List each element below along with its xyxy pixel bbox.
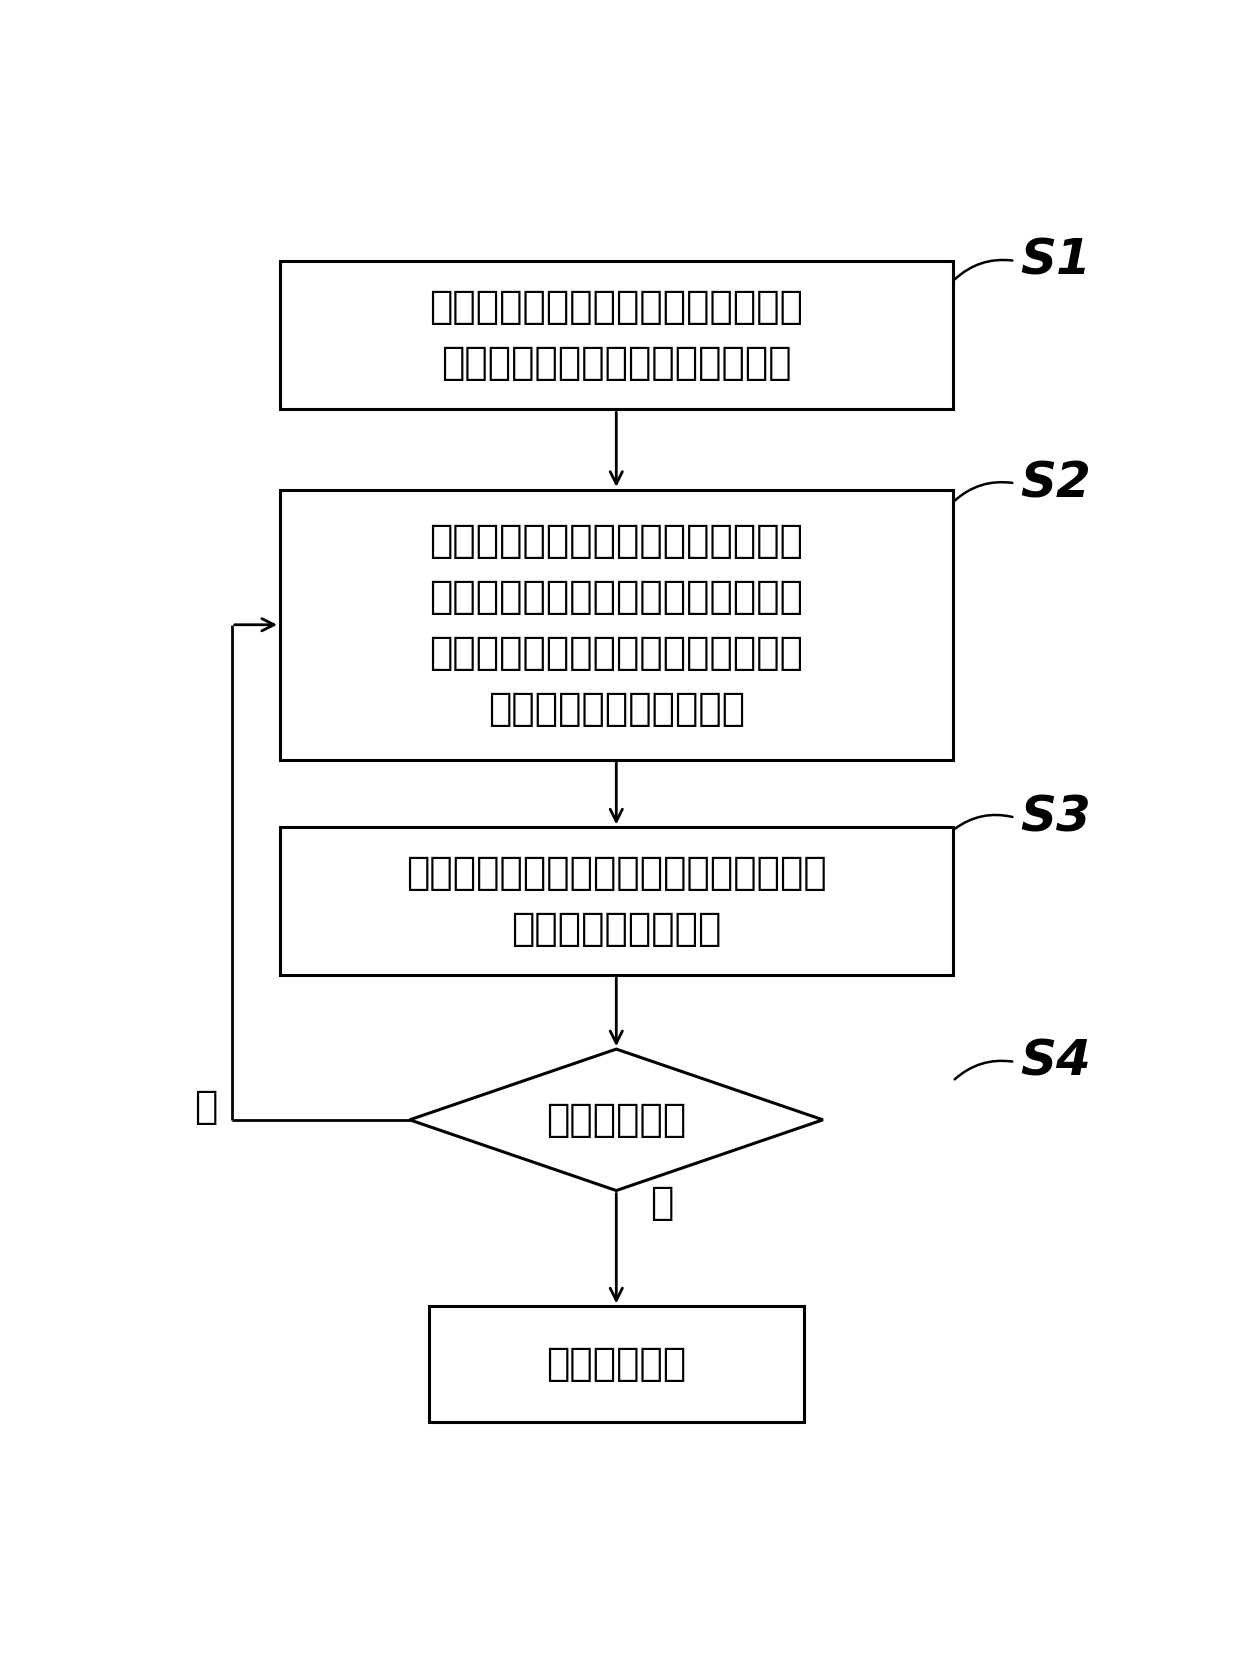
FancyBboxPatch shape	[280, 489, 952, 760]
Text: 浇筑本层大体积混凝土，预埋上一层的竖
井的内模定位加固件: 浇筑本层大体积混凝土，预埋上一层的竖 井的内模定位加固件	[405, 855, 827, 949]
FancyBboxPatch shape	[280, 827, 952, 975]
FancyBboxPatch shape	[429, 1306, 804, 1423]
Text: 否: 否	[195, 1087, 217, 1126]
Text: 在下一层大体积混凝土浇筑时，确定
竖井位置，并预埋内模定位加固件: 在下一层大体积混凝土浇筑时，确定 竖井位置，并预埋内模定位加固件	[429, 289, 804, 382]
Text: 竖井施工到顶: 竖井施工到顶	[546, 1101, 687, 1139]
Text: 根据本层大体积混凝土浇筑厚度，选
取预先制作的相应长度的环形薄壁混
凝土内模，吊装至竖井位置，利用内
模定位加固件定位并加固: 根据本层大体积混凝土浇筑厚度，选 取预先制作的相应长度的环形薄壁混 凝土内模，吊…	[429, 521, 804, 728]
Text: S4: S4	[1019, 1039, 1091, 1086]
FancyBboxPatch shape	[280, 262, 952, 409]
Text: 完成竖井施工: 完成竖井施工	[546, 1344, 687, 1383]
Text: S1: S1	[1019, 237, 1091, 286]
Text: S3: S3	[1019, 793, 1091, 842]
Text: S2: S2	[1019, 459, 1091, 508]
Polygon shape	[409, 1049, 823, 1191]
Text: 是: 是	[650, 1184, 673, 1222]
